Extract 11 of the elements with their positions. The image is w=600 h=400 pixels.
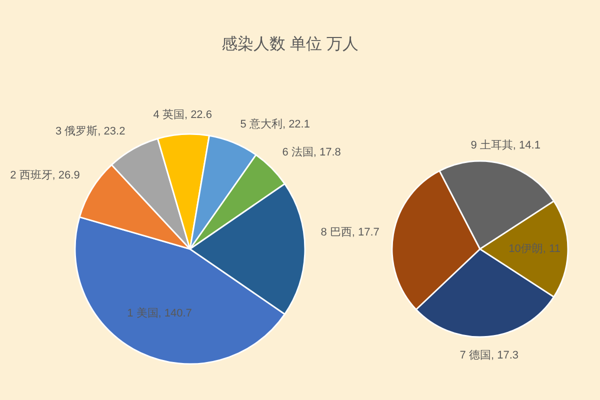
slice-label: 2 西班牙, 26.9 xyxy=(10,168,80,182)
slice-label: 3 俄罗斯, 23.2 xyxy=(56,124,126,138)
slice-label: 8 巴西, 17.7 xyxy=(320,226,380,238)
slice-label: 9 土耳其, 14.1 xyxy=(470,138,540,152)
slice-label: 6 法国, 17.8 xyxy=(282,146,341,159)
slice-label: 10伊朗, 11 xyxy=(508,242,560,255)
slice-label: 1 美国, 140.7 xyxy=(127,306,192,320)
slice-label: 4 英国, 22.6 xyxy=(153,108,212,122)
slice-label: 5 意大利, 22.1 xyxy=(240,118,310,131)
slice-label: 7 德国, 17.3 xyxy=(460,350,518,362)
chart-title: 感染人数 单位 万人 xyxy=(222,35,358,53)
